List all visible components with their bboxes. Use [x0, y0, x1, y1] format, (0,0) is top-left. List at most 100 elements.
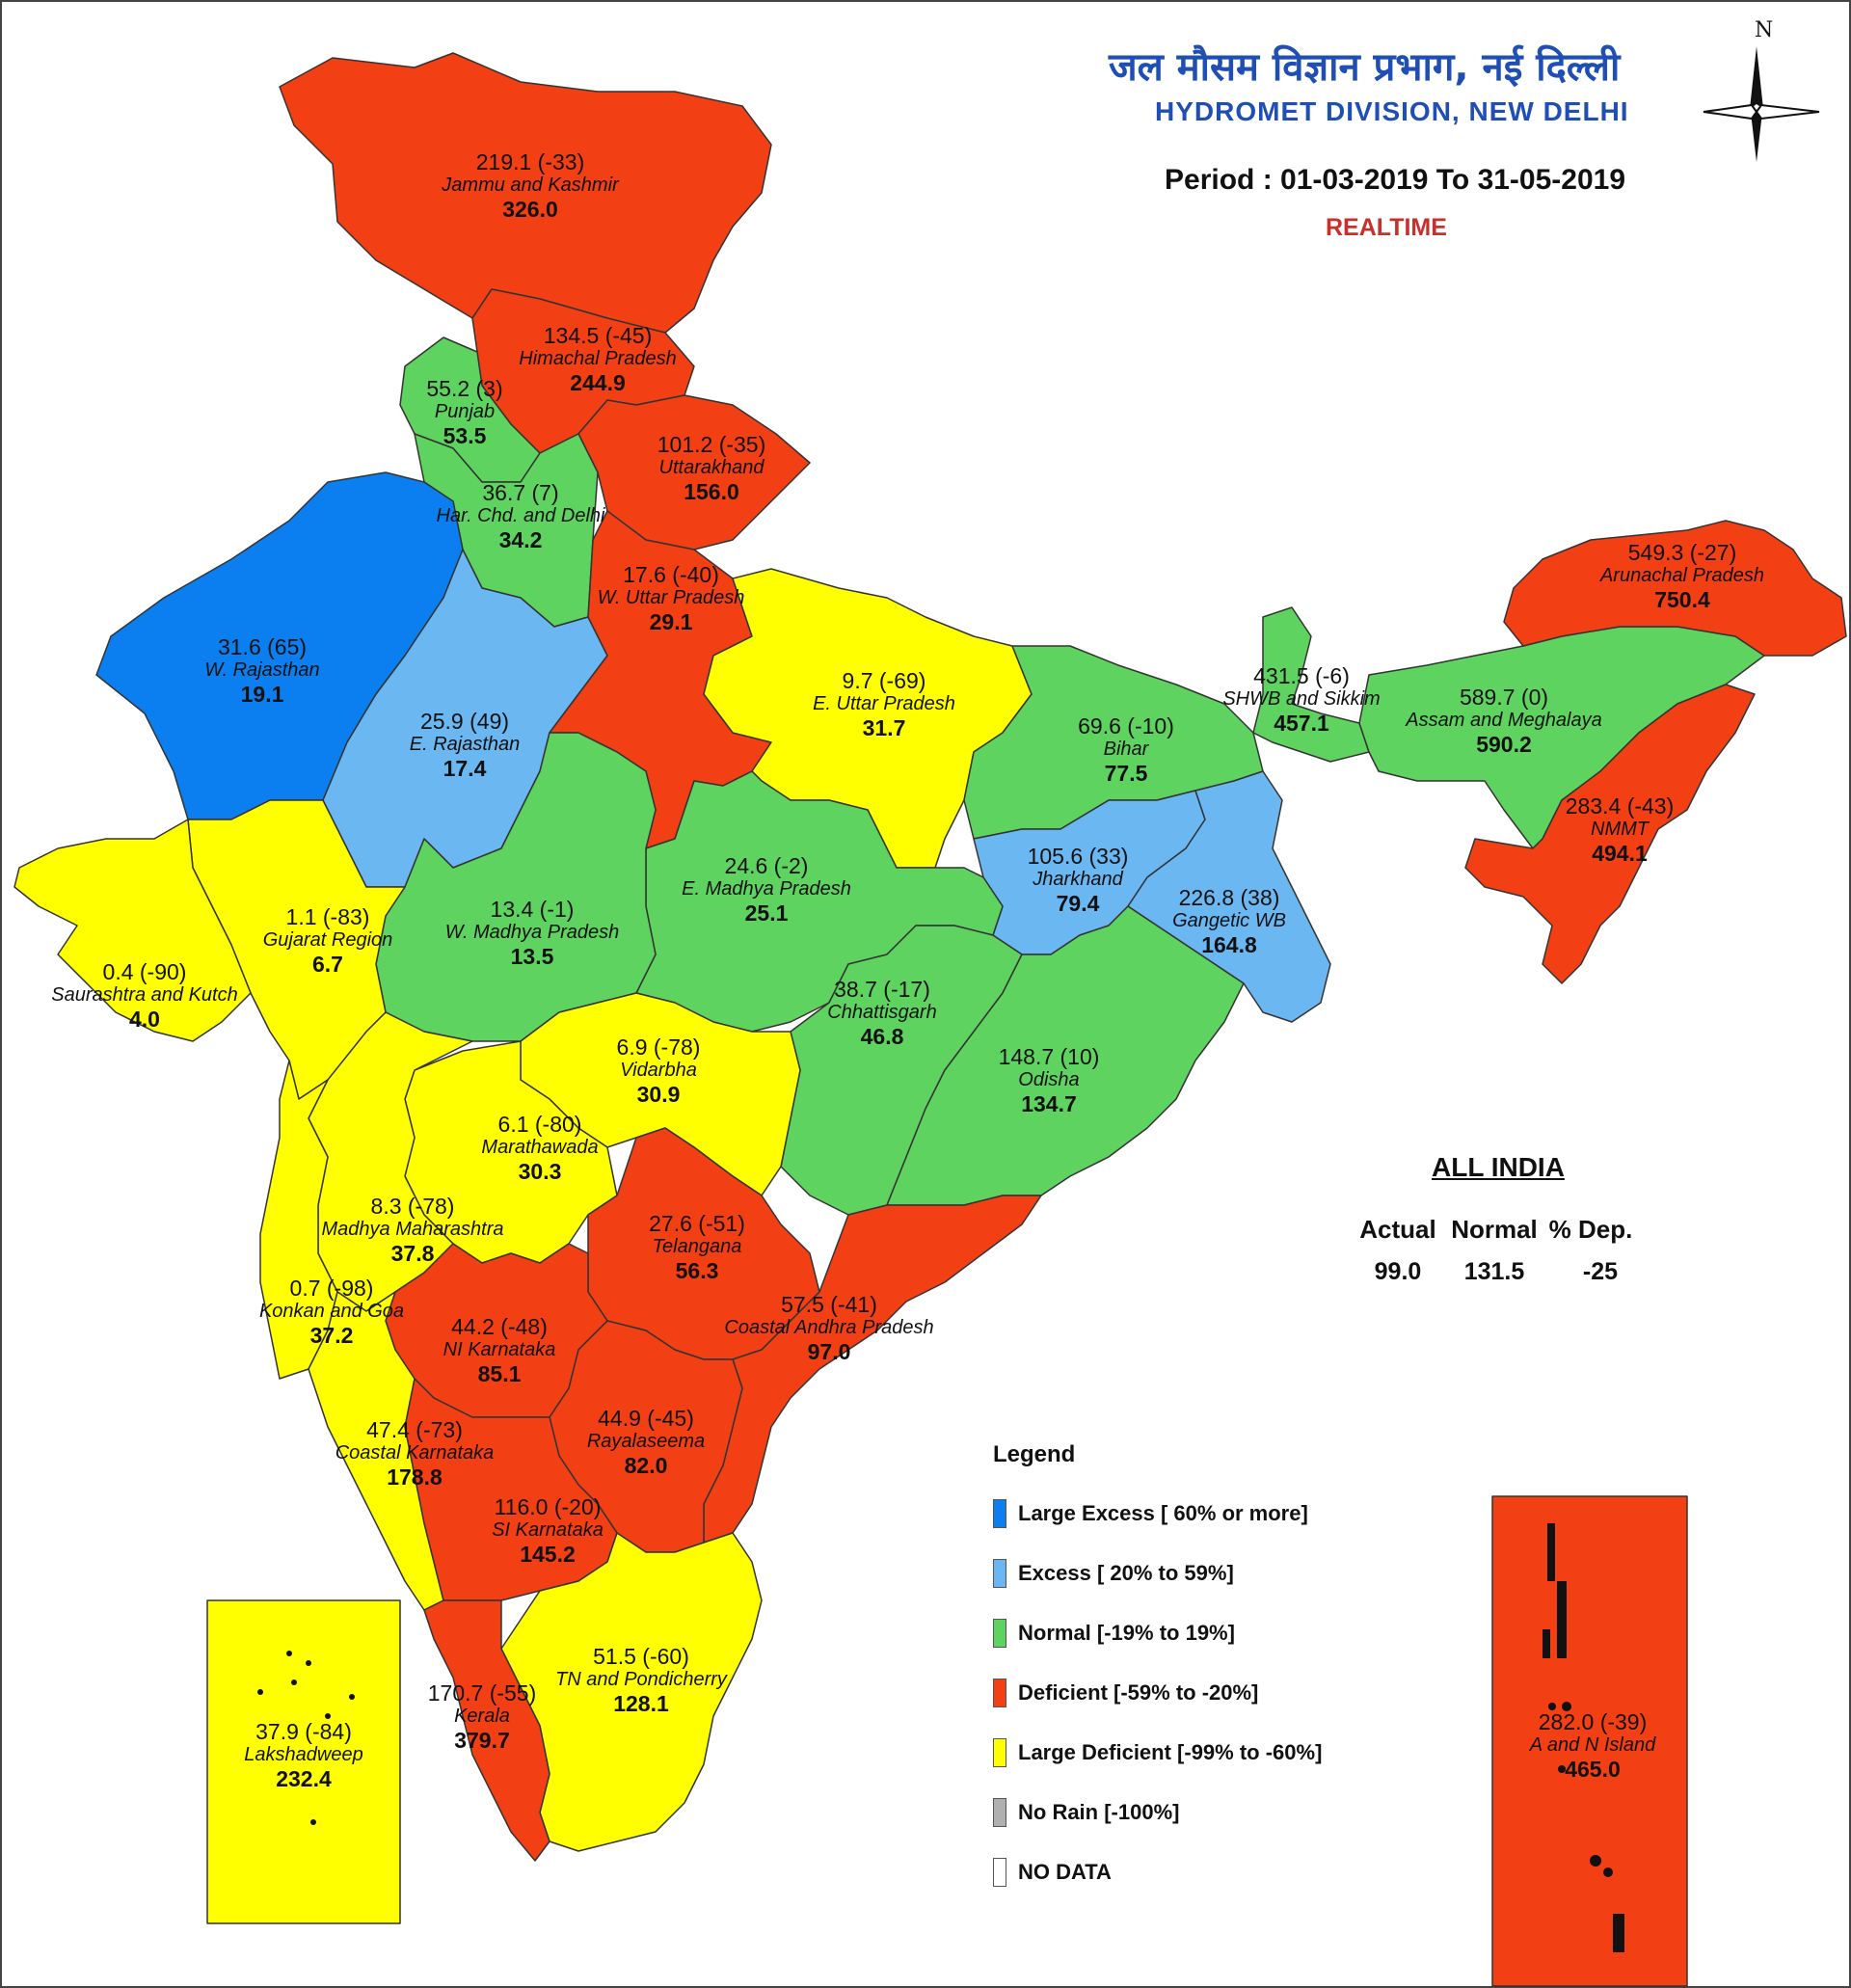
- region-actual-value: 37.9 (-84): [255, 1719, 352, 1744]
- region-actual-value: 283.4 (-43): [1565, 793, 1675, 819]
- region-actual-value: 282.0 (-39): [1538, 1709, 1648, 1734]
- region-shape-arunachal-pradesh: [1503, 520, 1847, 657]
- region-actual-value: 31.6 (65): [217, 634, 308, 659]
- region-normal-value: 145.2: [520, 1542, 576, 1568]
- region-actual-value: 170.7 (-55): [427, 1680, 537, 1706]
- region-normal-value: 34.2: [498, 527, 543, 553]
- region-name: Madhya Maharashtra: [321, 1219, 504, 1241]
- region-label-shwb-and-sikkim: 431.5 (-6) SHWB and Sikkim 457.1: [1222, 663, 1380, 737]
- region-shape-gangetic-wb: [1127, 770, 1331, 1023]
- region-name: SHWB and Sikkim: [1222, 688, 1381, 711]
- region-normal-value: 29.1: [649, 609, 693, 635]
- title-english: HYDROMET DIVISION, NEW DELHI: [1155, 96, 1629, 126]
- region-normal-value: 164.8: [1201, 932, 1257, 958]
- region-name: Gangetic WB: [1172, 910, 1286, 932]
- region-name: W. Rajasthan: [204, 659, 320, 682]
- region-normal-value: 244.9: [570, 370, 626, 396]
- region-name: TN and Pondicherry: [555, 1669, 727, 1691]
- legend-swatch: [993, 1858, 1006, 1887]
- region-normal-value: 85.1: [477, 1361, 522, 1387]
- region-normal-value: 128.1: [613, 1691, 669, 1717]
- region-label-w-rajasthan: 31.6 (65) W. Rajasthan 19.1: [204, 634, 319, 708]
- region-normal-value: 56.3: [675, 1258, 719, 1284]
- region-label-w-uttar-pradesh: 17.6 (-40) W. Uttar Pradesh 29.1: [598, 562, 745, 635]
- all-india-header-dep: % Dep.: [1548, 1215, 1633, 1244]
- region-actual-value: 9.7 (-69): [842, 668, 926, 693]
- legend-label: Large Deficient [-99% to -60%]: [1018, 1740, 1323, 1764]
- region-name: A and N Island: [1529, 1734, 1656, 1757]
- region-label-odisha: 148.7 (10) Odisha 134.7: [999, 1044, 1100, 1117]
- region-name: Marathawada: [481, 1137, 599, 1159]
- region-label-ni-karnataka: 44.2 (-48) NI Karnataka 85.1: [443, 1314, 556, 1387]
- region-label-nmmt: 283.4 (-43) NMMT 494.1: [1566, 793, 1675, 867]
- region-label-kerala: 170.7 (-55) Kerala 379.7: [428, 1680, 537, 1754]
- region-actual-value: 38.7 (-17): [834, 977, 930, 1002]
- region-name: Lakshadweep: [244, 1744, 363, 1766]
- region-actual-value: 47.4 (-73): [366, 1417, 463, 1442]
- region-name: W. Uttar Pradesh: [597, 587, 745, 609]
- legend-label: Excess [ 20% to 59%]: [1018, 1561, 1234, 1585]
- region-label-coastal-karnataka: 47.4 (-73) Coastal Karnataka 178.8: [335, 1417, 495, 1491]
- legend-title: Legend: [993, 1441, 1076, 1467]
- legend-swatch: [993, 1559, 1006, 1588]
- region-label-tn-and-pondicherry: 51.5 (-60) TN and Pondicherry 128.1: [555, 1644, 727, 1717]
- region-name: Saurashtra and Kutch: [51, 984, 238, 1007]
- region-label-saurashtra-and-kutch: 0.4 (-90) Saurashtra and Kutch 4.0: [51, 959, 237, 1033]
- region-actual-value: 0.7 (-98): [289, 1276, 374, 1301]
- region-label-telangana: 27.6 (-51) Telangana 56.3: [649, 1211, 745, 1284]
- region-normal-value: 30.3: [518, 1159, 562, 1185]
- region-name: Har. Chd. and Delhi: [436, 505, 605, 527]
- region-actual-value: 101.2 (-35): [657, 432, 766, 457]
- region-name: E. Madhya Pradesh: [682, 878, 851, 900]
- region-actual-value: 431.5 (-6): [1253, 663, 1350, 688]
- region-name: Uttarakhand: [658, 457, 765, 479]
- region-shape-saurashtra-kutch: [13, 819, 252, 1042]
- region-label-marathawada: 6.1 (-80) Marathawada 30.3: [481, 1112, 598, 1185]
- region-normal-value: 37.8: [390, 1241, 435, 1267]
- region-actual-value: 13.4 (-1): [490, 897, 575, 922]
- region-normal-value: 156.0: [684, 479, 739, 505]
- region-name: NI Karnataka: [443, 1339, 556, 1361]
- region-name: E. Uttar Pradesh: [813, 693, 955, 715]
- region-label-e-uttar-pradesh: 9.7 (-69) E. Uttar Pradesh 31.7: [813, 668, 955, 741]
- region-actual-value: 148.7 (10): [998, 1044, 1100, 1069]
- region-label-lakshadweep: 37.9 (-84) Lakshadweep 232.4: [244, 1719, 362, 1792]
- region-name: Odisha: [1018, 1069, 1080, 1091]
- region-normal-value: 77.5: [1104, 761, 1148, 787]
- region-label-jharkhand: 105.6 (33) Jharkhand 79.4: [1028, 844, 1129, 917]
- region-normal-value: 46.8: [860, 1024, 904, 1050]
- region-actual-value: 116.0 (-20): [494, 1494, 602, 1519]
- region-label-w-madhya-pradesh: 13.4 (-1) W. Madhya Pradesh 13.5: [445, 897, 619, 970]
- region-name: Rayalaseema: [586, 1431, 706, 1453]
- region-normal-value: 37.2: [309, 1323, 354, 1349]
- region-label-coastal-andhra-pradesh: 57.5 (-41) Coastal Andhra Pradesh 97.0: [724, 1292, 933, 1365]
- region-normal-value: 97.0: [807, 1339, 851, 1365]
- region-shape-jammu-kashmir: [279, 52, 772, 334]
- region-normal-value: 379.7: [454, 1728, 510, 1754]
- region-normal-value: 79.4: [1056, 891, 1100, 917]
- region-actual-value: 44.2 (-48): [451, 1314, 548, 1339]
- region-label-e-rajasthan: 25.9 (49) E. Rajasthan 17.4: [410, 709, 521, 782]
- region-name: Coastal Andhra Pradesh: [724, 1317, 934, 1339]
- region-normal-value: 25.1: [744, 900, 789, 927]
- legend-item-deficient: Deficient [-59% to -20%]: [993, 1663, 1398, 1723]
- region-shape-odisha: [886, 905, 1245, 1206]
- legend-swatch: [993, 1619, 1006, 1648]
- region-normal-value: 457.1: [1274, 711, 1329, 737]
- region-actual-value: 69.6 (-10): [1078, 713, 1174, 739]
- region-actual-value: 44.9 (-45): [598, 1406, 694, 1431]
- legend-swatch: [993, 1679, 1006, 1707]
- legend-items: Large Excess [ 60% or more] Excess [ 20% …: [993, 1484, 1398, 1902]
- region-label-si-karnataka: 116.0 (-20) SI Karnataka 145.2: [492, 1494, 604, 1568]
- region-normal-value: 178.8: [387, 1464, 443, 1491]
- region-actual-value: 6.9 (-78): [616, 1034, 701, 1060]
- region-actual-value: 24.6 (-2): [724, 853, 809, 878]
- region-actual-value: 6.1 (-80): [497, 1112, 582, 1137]
- region-name: Bihar: [1103, 739, 1149, 761]
- region-normal-value: 13.5: [510, 944, 554, 970]
- realtime-label: REALTIME: [1326, 214, 1447, 241]
- region-label-punjab: 55.2 (3) Punjab 53.5: [426, 376, 502, 449]
- legend-item-large-excess: Large Excess [ 60% or more]: [993, 1484, 1398, 1544]
- region-name: NMMT: [1591, 819, 1649, 841]
- region-normal-value: 232.4: [276, 1766, 332, 1792]
